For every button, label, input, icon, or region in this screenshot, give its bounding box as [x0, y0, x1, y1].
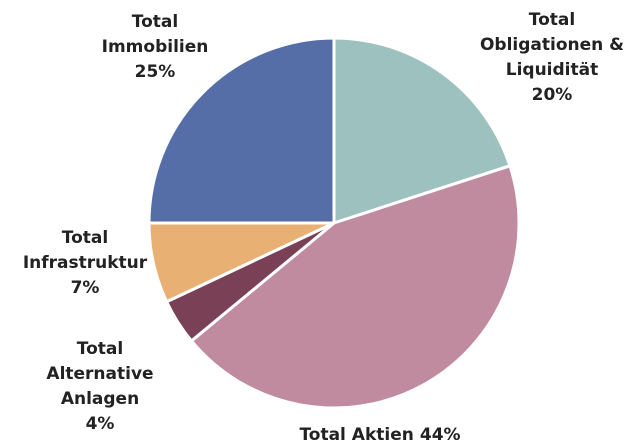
value-label: 7% [70, 278, 100, 298]
category-label: Total Aktien [299, 425, 414, 445]
value-label: 4% [85, 414, 115, 434]
category-label: Total Immobilien [101, 12, 209, 57]
slice-label: Total Immobilien 25% [85, 10, 225, 85]
slice-label: Total Aktien 44% [250, 423, 510, 445]
pie-slice [332, 36, 512, 225]
value-label: 20% [531, 85, 573, 105]
pie-slice [189, 164, 521, 410]
value-label: 44% [419, 425, 461, 445]
value-label: 25% [134, 62, 176, 82]
slice-label: Total Infrastruktur 7% [5, 226, 165, 301]
category-label: Total Alternative Anlagen [46, 339, 154, 409]
slice-label: Total Alternative Anlagen 4% [20, 337, 180, 437]
pie-slice [147, 36, 336, 225]
category-label: Total Infrastruktur [22, 228, 148, 273]
slice-label: Total Obligationen & Liquidität 20% [462, 8, 642, 108]
category-label: Total Obligationen & Liquidität [479, 10, 625, 80]
